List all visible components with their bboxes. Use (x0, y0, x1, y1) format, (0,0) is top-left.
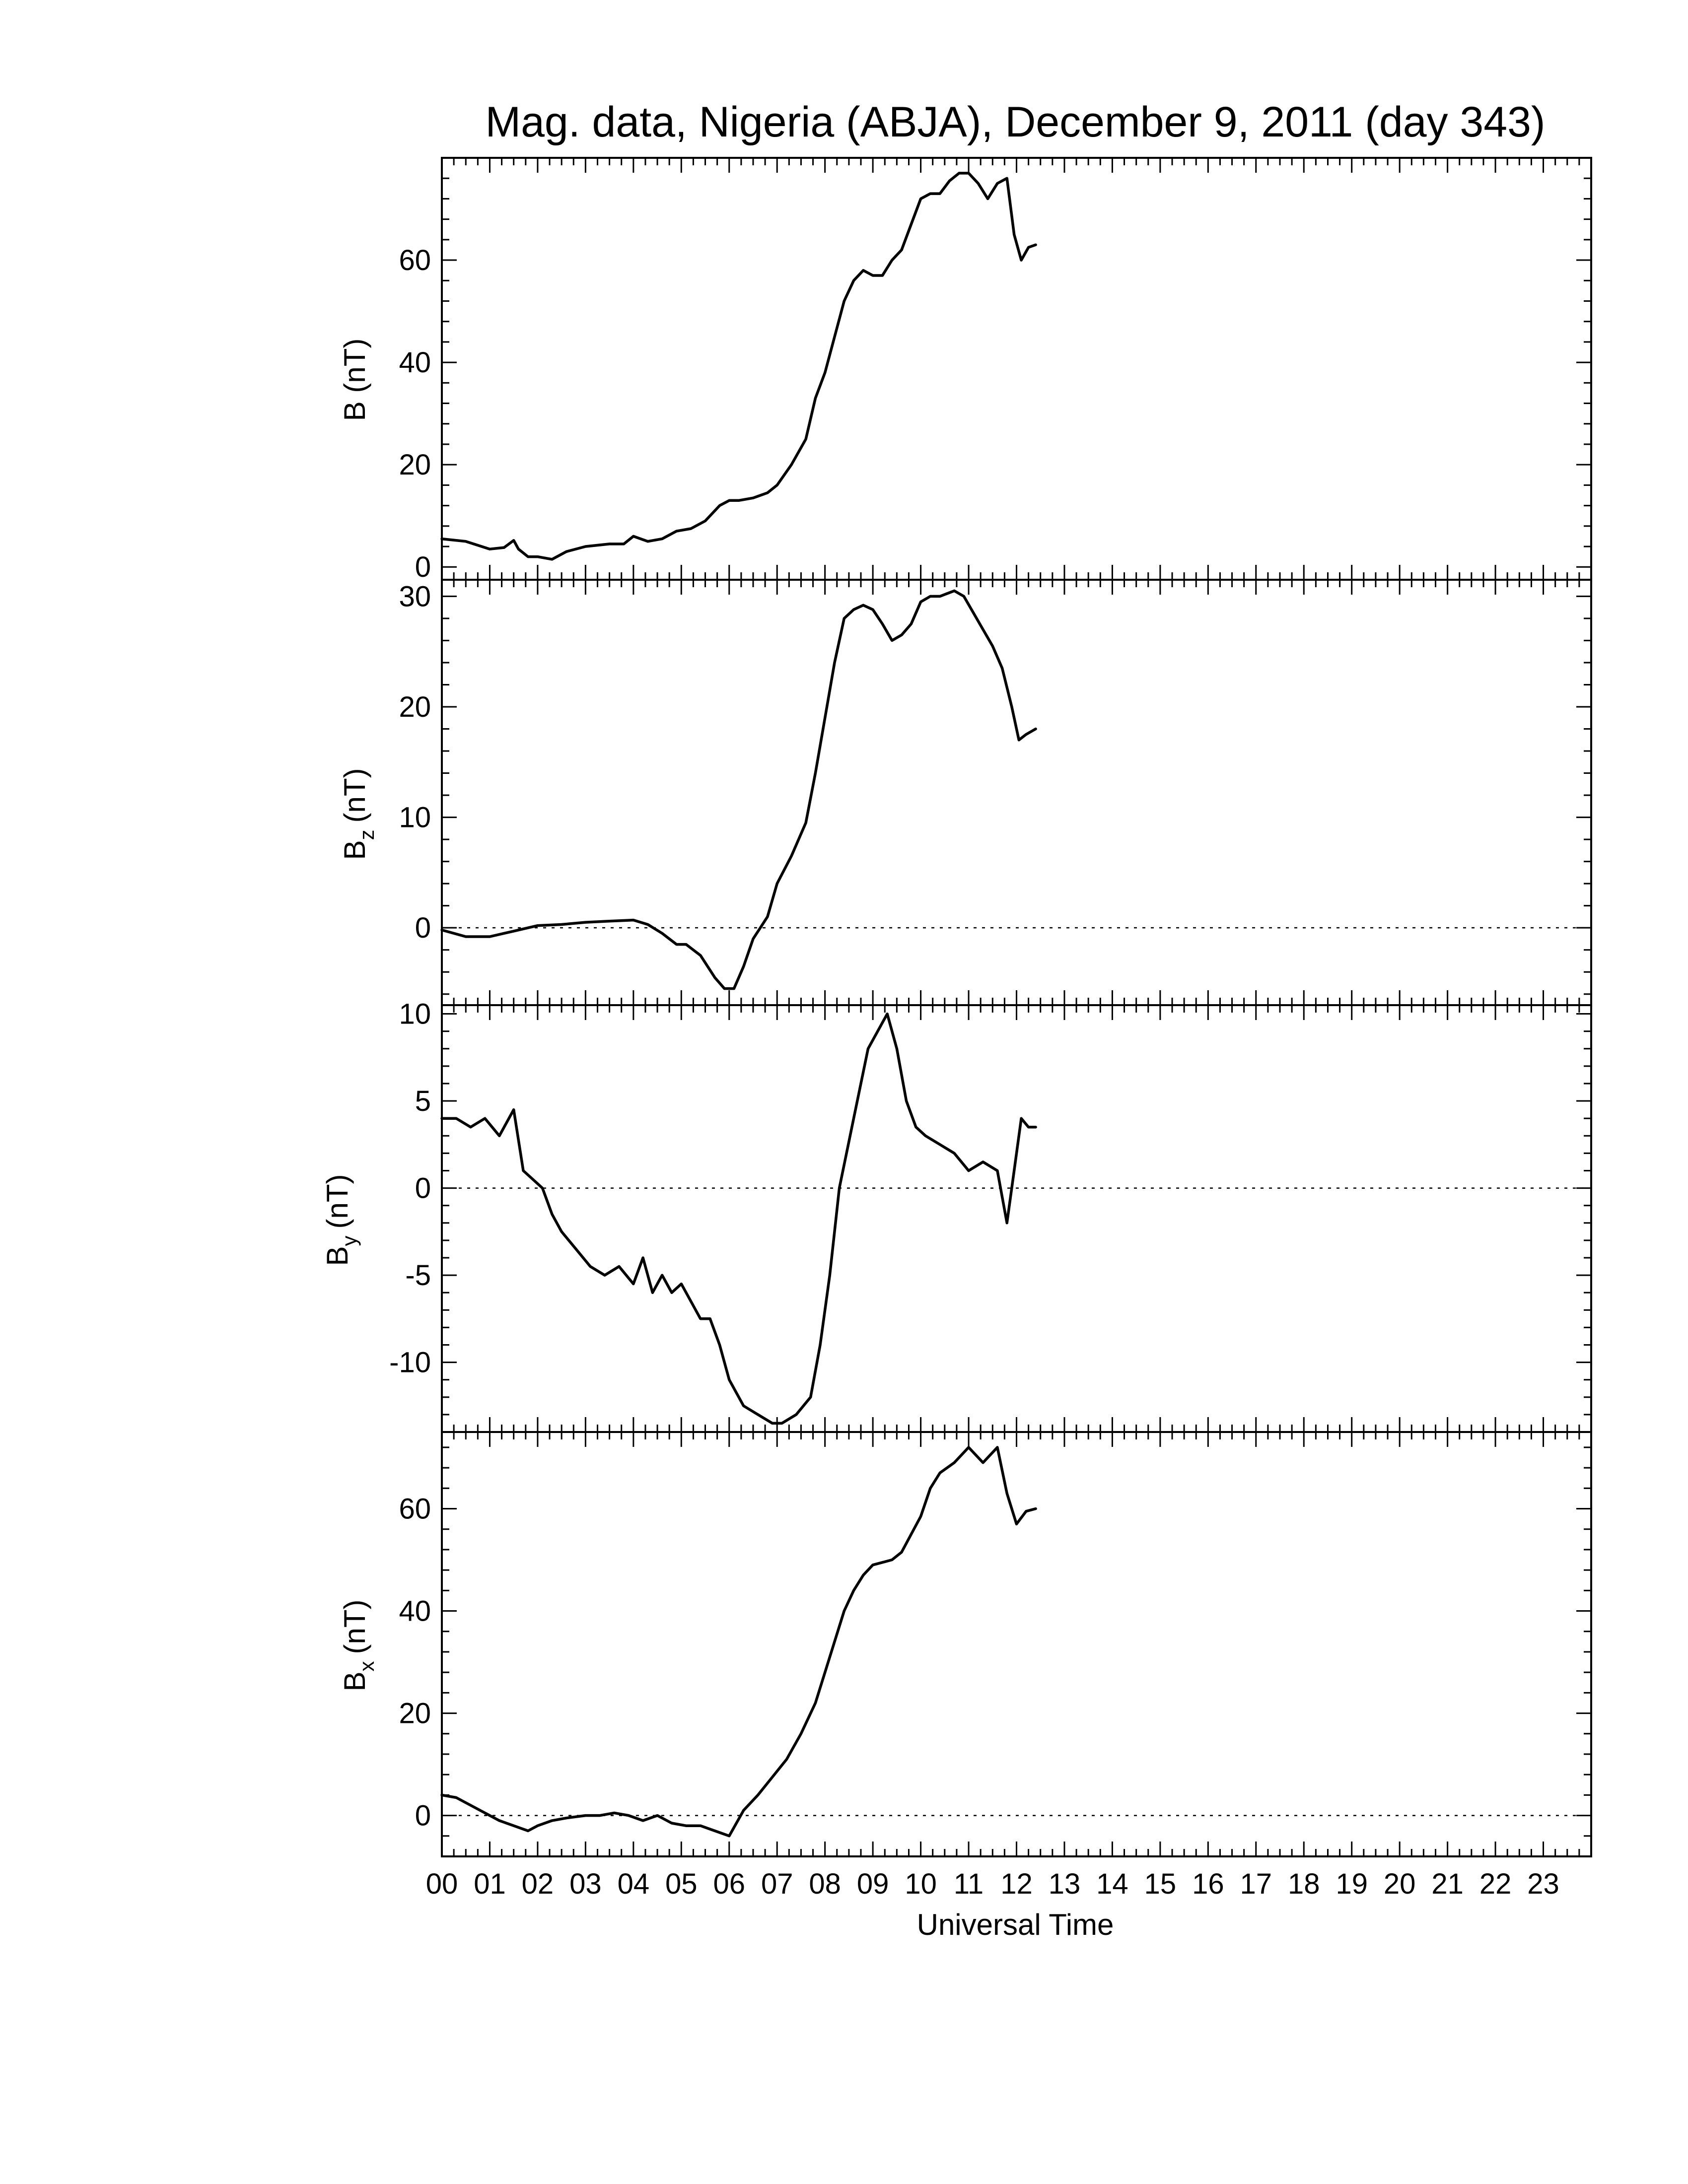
x-tick-label: 13 (1049, 1868, 1081, 1900)
x-axis-label: Universal Time (917, 1908, 1114, 1941)
x-tick-label: 07 (761, 1868, 793, 1900)
y-tick-label: -10 (389, 1347, 431, 1379)
ylabel-bx-main: B (338, 1671, 371, 1691)
series-line (440, 172, 1037, 561)
ylabel-bx-unit: (nT) (338, 1599, 371, 1654)
x-tick-label: 21 (1431, 1868, 1464, 1900)
ylabel-by-unit: (nT) (321, 1174, 354, 1228)
ylabel-bx-sub: x (355, 1661, 378, 1671)
y-tick-label: 30 (399, 580, 431, 613)
y-tick-label: 20 (399, 1698, 431, 1730)
x-tick-label: 17 (1240, 1868, 1272, 1900)
y-tick-label: -5 (405, 1259, 431, 1292)
ylabel-bz-sub: z (355, 829, 378, 840)
x-tick-label: 01 (474, 1868, 506, 1900)
ylabel-b: B (nT) (338, 339, 371, 421)
ylabel-by-sub: y (338, 1235, 361, 1246)
x-tick-label: 19 (1336, 1868, 1368, 1900)
panel-bx: Bx (nT) 0 20 40 60 (338, 1431, 1592, 1857)
panel-bz: Bz (nT) 0 10 20 30 (338, 579, 1592, 1006)
ylabel-by-main: B (321, 1246, 354, 1266)
y-tick-label: 0 (415, 1172, 431, 1205)
ylabel-bz-unit: (nT) (338, 768, 371, 822)
x-axis-tick-labels: 00 01 02 03 04 05 06 07 08 09 10 11 12 13 14 15 16 17 18 19… (426, 1868, 1559, 1900)
x-tick-label: 10 (905, 1868, 937, 1900)
x-tick-label: 06 (713, 1868, 745, 1900)
x-tick-label: 11 (954, 1868, 984, 1900)
ylabel-b-text: B (nT) (338, 339, 371, 421)
x-tick-label: 02 (522, 1868, 554, 1900)
x-tick-label: 00 (426, 1868, 458, 1900)
y-tick-label: 40 (399, 346, 431, 379)
y-tick-label: 10 (399, 802, 431, 834)
y-tick-label: 0 (415, 551, 431, 583)
x-tick-label: 09 (857, 1868, 889, 1900)
x-tick-label: 03 (569, 1868, 602, 1900)
ylabel-bx: Bx (nT) (338, 1599, 378, 1691)
y-tick-label: 40 (399, 1595, 431, 1628)
x-tick-label: 05 (665, 1868, 698, 1900)
panel-frame (441, 157, 1592, 581)
panel-by: By (nT) -10 -5 0 5 10 (321, 998, 1592, 1433)
ylabel-by: By (nT) (321, 1174, 361, 1266)
ylabel-bz-main: B (338, 840, 371, 860)
x-tick-label: 14 (1096, 1868, 1128, 1900)
panel-frame (441, 1004, 1592, 1433)
ylabel-bz: Bz (nT) (338, 768, 378, 860)
panel-b-total: B (nT) 0 20 40 60 (338, 157, 1592, 583)
x-tick-label: 23 (1527, 1868, 1559, 1900)
y-tick-label: 20 (399, 691, 431, 723)
y-tick-label: 5 (415, 1085, 431, 1117)
y-tick-label: 0 (415, 1800, 431, 1832)
x-tick-label: 15 (1144, 1868, 1177, 1900)
chart-title: Mag. data, Nigeria (ABJA), December 9, 2… (485, 98, 1545, 146)
x-tick-label: 04 (618, 1868, 650, 1900)
y-tick-label: 60 (399, 244, 431, 276)
panel-frame (441, 579, 1592, 1006)
y-tick-label: 60 (399, 1493, 431, 1525)
x-tick-label: 16 (1192, 1868, 1224, 1900)
series-line (440, 1446, 1037, 1838)
y-tick-label: 10 (399, 998, 431, 1030)
x-tick-label: 12 (1000, 1868, 1033, 1900)
x-tick-label: 08 (809, 1868, 841, 1900)
y-tick-label: 20 (399, 449, 431, 481)
x-tick-label: 22 (1479, 1868, 1512, 1900)
series-line (440, 589, 1037, 990)
x-tick-label: 20 (1384, 1868, 1416, 1900)
x-tick-label: 18 (1288, 1868, 1320, 1900)
panel-frame (441, 1431, 1592, 1857)
series-line (440, 1012, 1037, 1425)
y-tick-label: 0 (415, 912, 431, 944)
